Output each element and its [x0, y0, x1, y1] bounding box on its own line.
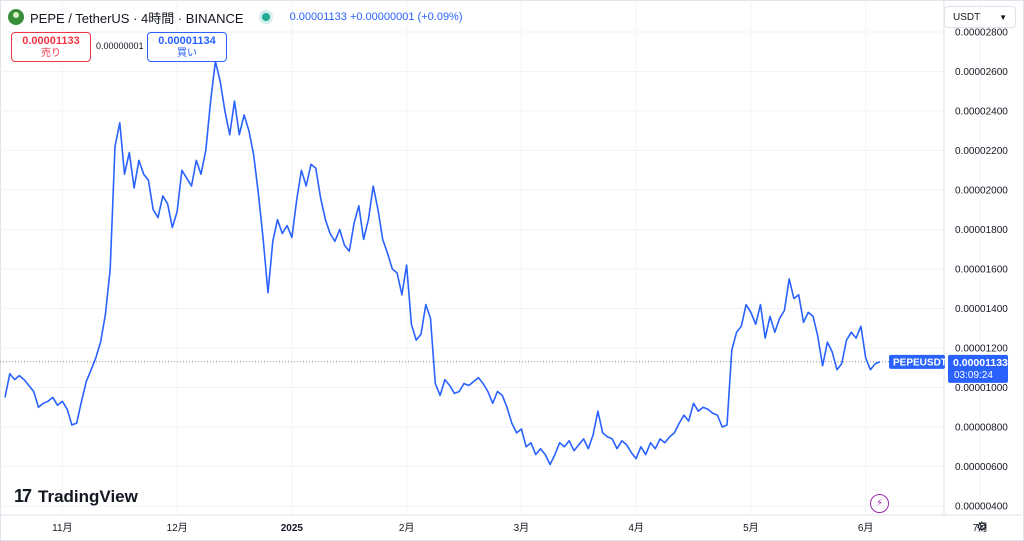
pepe-logo-icon: [8, 9, 24, 25]
buy-price: 0.00001134: [158, 34, 216, 47]
price-axis-tick-label: 0.00002000: [955, 186, 1008, 197]
time-axis-tick-label: 4月: [628, 522, 644, 534]
spread-value: 0.00000001: [96, 41, 144, 51]
time-axis-tick-label: 3月: [514, 522, 530, 534]
price-change-readout: 0.00001133 +0.00000001 (+0.09%): [289, 11, 463, 23]
price-axis-ticks: 0.00000400 0.00000600 0.00000800 0.00001000…: [955, 28, 1008, 513]
time-axis-tick-label: 7月: [973, 522, 989, 534]
ticker-badge: [889, 354, 945, 369]
chevron-down-icon: ▼: [999, 12, 1007, 22]
countdown-value: 03:09:24: [954, 370, 993, 381]
price-axis-tick-label: 0.00000800: [955, 423, 1008, 434]
sell-label: 売り: [41, 47, 61, 59]
time-axis-ticks: 11月 12月 2025 2月 3月 4月 5月 6月 7月: [52, 522, 988, 534]
price-axis-tick-label: 0.00001600: [955, 265, 1008, 276]
price-axis-tick-label: 0.00001800: [955, 225, 1008, 236]
sell-price: 0.00001133: [22, 34, 80, 47]
time-axis-tick-label: 12月: [167, 522, 188, 534]
time-axis-tick-label: 2025: [281, 523, 304, 534]
price-series-line: [4, 60, 881, 466]
tradingview-mark-icon: 17: [14, 486, 32, 506]
price-axis-tick-label: 0.00001200: [955, 344, 1008, 355]
symbol-header: PEPE / TetherUS · 4時間 · BINANCE 0.000011…: [8, 6, 463, 28]
last-price-value: 0.00001133: [953, 357, 1008, 369]
time-axis-tick-label: 2月: [399, 522, 415, 534]
price-axis-tick-label: 0.00002200: [955, 146, 1008, 157]
settings-gear-icon[interactable]: ⚙: [976, 519, 988, 534]
tradingview-wordmark: TradingView: [38, 486, 138, 506]
buy-button[interactable]: 0.00001134 買い: [147, 32, 227, 62]
price-axis-tick-label: 0.00001400: [955, 304, 1008, 315]
symbol-title[interactable]: PEPE / TetherUS · 4時間 · BINANCE: [30, 10, 244, 26]
buy-label: 買い: [177, 47, 197, 59]
flash-icon[interactable]: ⚡: [870, 494, 889, 513]
price-axis-tick-label: 0.00000400: [955, 502, 1008, 513]
time-axis-tick-label: 6月: [858, 522, 874, 534]
currency-value: USDT: [953, 11, 981, 23]
price-axis-tick-label: 0.00001000: [955, 383, 1008, 394]
time-axis-tick-label: 11月: [52, 522, 72, 534]
price-axis-tick-label: 0.00002400: [955, 107, 1008, 118]
market-open-icon: [261, 13, 270, 21]
time-axis-tick-label: 5月: [743, 522, 759, 534]
currency-select[interactable]: USDT ▼: [944, 6, 1016, 28]
grid-lines: [0, 0, 981, 515]
price-axis-tick-label: 0.00002800: [955, 28, 1008, 39]
sell-button[interactable]: 0.00001133 売り: [11, 32, 91, 62]
tradingview-logo[interactable]: 17 TradingView: [14, 486, 138, 507]
last-price-label: PEPEUSDT 0.00001133 03:09:24: [889, 354, 1008, 383]
price-axis-tick-label: 0.00002600: [955, 67, 1008, 78]
ticker-badge-text: PEPEUSDT: [893, 357, 947, 368]
last-price-badge: [948, 354, 1008, 383]
price-axis-tick-label: 0.00000600: [955, 462, 1008, 473]
